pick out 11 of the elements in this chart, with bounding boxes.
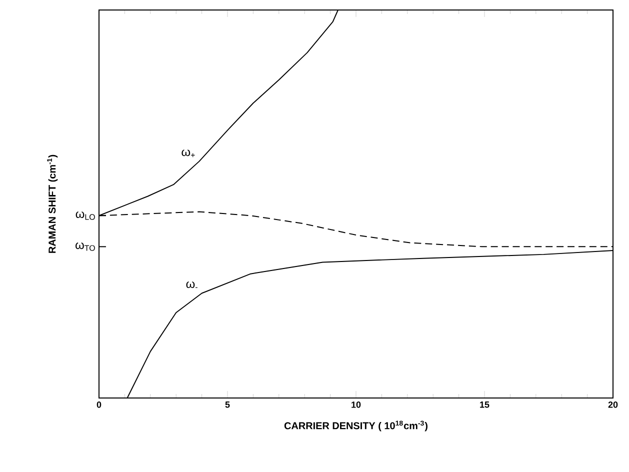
annotation: ω$_{+}$	[182, 150, 195, 158]
x-tick-label: 5	[225, 402, 230, 408]
x-tick-label: 20	[608, 402, 618, 408]
x-axis-title: CARRIER DENSITY ( 10$^{18}$cm$^{-3}$)	[284, 420, 428, 432]
text: ω$_{LO}$	[76, 211, 95, 220]
x-tick-label: 15	[480, 402, 490, 408]
text: ω$_{TO}$	[76, 242, 95, 251]
y-axis-title: RAMAN SHIFT (cm$^{-1}$)	[47, 154, 58, 253]
x-tick-label: 10	[352, 402, 361, 408]
annotation: ω$_{-}$	[186, 281, 198, 288]
x-tick-label: 0	[96, 402, 102, 408]
